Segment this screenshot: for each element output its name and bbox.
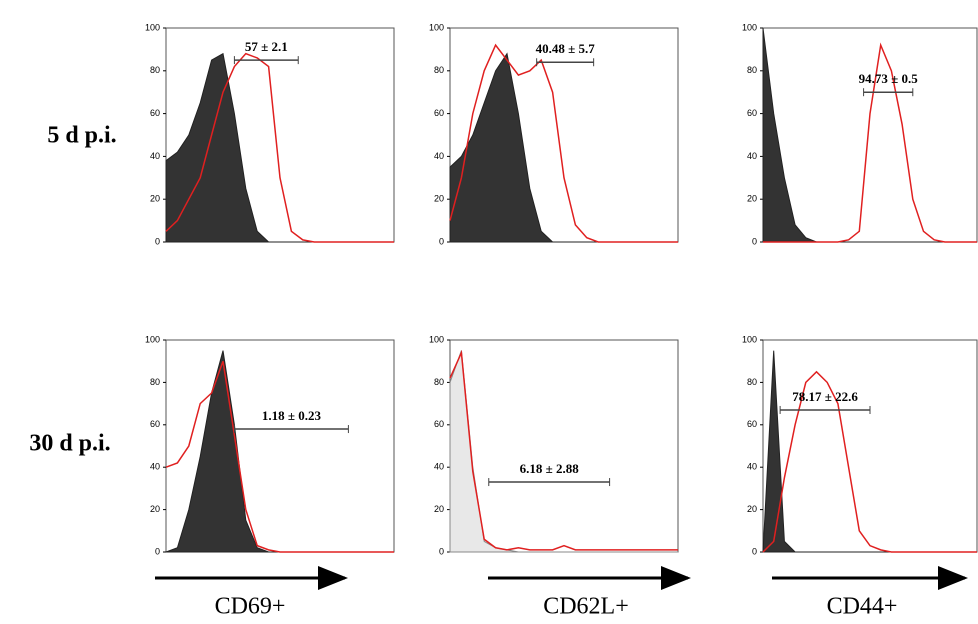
y-tick-label: 20 (434, 504, 444, 514)
y-tick-label: 80 (150, 377, 160, 387)
gate-label: 40.48 ± 5.7 (536, 41, 596, 56)
y-tick-label: 0 (752, 546, 757, 556)
gate-label: 57 ± 2.1 (245, 39, 288, 54)
y-tick-label: 100 (429, 334, 444, 344)
y-tick-label: 40 (747, 151, 757, 161)
histogram-line (449, 43, 678, 243)
y-tick-label: 0 (155, 546, 160, 556)
y-tick-label: 60 (434, 419, 444, 429)
row-label: 30 d p.i. (29, 431, 110, 457)
y-tick-label: 60 (747, 419, 757, 429)
y-tick-label: 40 (434, 462, 444, 472)
y-tick-label: 80 (434, 377, 444, 387)
y-tick-label: 0 (439, 236, 444, 246)
y-tick-label: 60 (434, 108, 444, 118)
column-label: CD62L+ (543, 594, 629, 620)
histogram-area (165, 52, 394, 243)
y-tick-label: 0 (439, 546, 444, 556)
y-tick-label: 100 (145, 22, 160, 32)
column-label: CD69+ (215, 594, 286, 620)
y-tick-label: 100 (742, 22, 757, 32)
y-tick-label: 60 (747, 108, 757, 118)
y-tick-label: 60 (150, 108, 160, 118)
row-label: 5 d p.i. (47, 123, 116, 149)
histogram-area (449, 350, 678, 553)
y-tick-label: 80 (434, 65, 444, 75)
y-tick-label: 100 (145, 334, 160, 344)
y-tick-label: 40 (747, 462, 757, 472)
histogram-area (762, 350, 977, 553)
gate-label: 6.18 ± 2.88 (520, 461, 580, 476)
histogram-line (165, 360, 394, 553)
y-tick-label: 40 (150, 151, 160, 161)
y-tick-label: 20 (747, 194, 757, 204)
y-tick-label: 20 (434, 194, 444, 204)
y-tick-label: 100 (742, 334, 757, 344)
plot-frame (449, 339, 679, 553)
histogram-line (763, 42, 977, 243)
y-tick-label: 40 (150, 462, 160, 472)
y-tick-label: 100 (429, 22, 444, 32)
gate-label: 78.17 ± 22.6 (792, 389, 858, 404)
y-tick-label: 20 (150, 194, 160, 204)
y-tick-label: 0 (155, 236, 160, 246)
y-tick-label: 20 (747, 504, 757, 514)
y-tick-label: 80 (150, 65, 160, 75)
y-tick-label: 80 (747, 65, 757, 75)
histogram-line (449, 349, 678, 551)
column-label: CD44+ (827, 594, 898, 620)
y-tick-label: 80 (747, 377, 757, 387)
y-tick-label: 60 (150, 419, 160, 429)
plot-frame (762, 27, 978, 243)
histogram-line (165, 52, 394, 243)
histogram-area (449, 52, 678, 243)
histogram-area (165, 350, 394, 553)
y-tick-label: 20 (150, 504, 160, 514)
y-tick-label: 0 (752, 236, 757, 246)
gate-label: 1.18 ± 0.23 (262, 408, 322, 423)
histogram-area (762, 27, 977, 243)
plot-frame (762, 339, 978, 553)
gate-label: 94.73 ± 0.5 (859, 71, 919, 86)
y-tick-label: 40 (434, 151, 444, 161)
